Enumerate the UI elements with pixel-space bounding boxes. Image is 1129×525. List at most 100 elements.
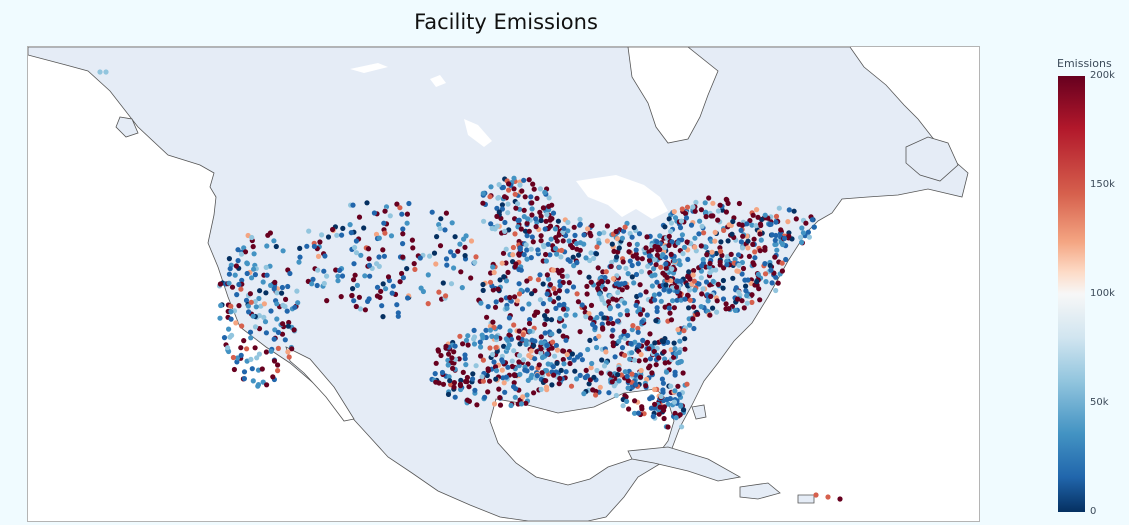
facility-point[interactable] xyxy=(518,226,524,232)
facility-point[interactable] xyxy=(264,382,270,388)
facility-point[interactable] xyxy=(538,334,544,340)
facility-point[interactable] xyxy=(495,286,501,292)
facility-point[interactable] xyxy=(811,224,817,230)
facility-point[interactable] xyxy=(487,378,493,384)
facility-point[interactable] xyxy=(610,296,616,302)
facility-point[interactable] xyxy=(663,261,669,267)
facility-point[interactable] xyxy=(772,241,778,248)
facility-point[interactable] xyxy=(241,245,247,251)
facility-point[interactable] xyxy=(566,238,572,244)
facility-point[interactable] xyxy=(366,262,372,268)
facility-point[interactable] xyxy=(537,209,543,215)
facility-point[interactable] xyxy=(699,291,705,297)
facility-point[interactable] xyxy=(274,290,280,296)
facility-point[interactable] xyxy=(661,349,667,355)
facility-point[interactable] xyxy=(660,389,666,395)
facility-point[interactable] xyxy=(404,220,410,226)
facility-point[interactable] xyxy=(356,294,362,300)
facility-point[interactable] xyxy=(639,256,645,262)
facility-point[interactable] xyxy=(805,229,812,235)
facility-point[interactable] xyxy=(714,298,720,304)
facility-point[interactable] xyxy=(473,254,479,260)
facility-point[interactable] xyxy=(671,399,678,405)
facility-point[interactable] xyxy=(500,250,507,256)
facility-point[interactable] xyxy=(543,258,550,264)
facility-point[interactable] xyxy=(379,303,385,309)
facility-point[interactable] xyxy=(548,236,554,242)
facility-point[interactable] xyxy=(483,327,489,333)
facility-point[interactable] xyxy=(678,278,684,284)
facility-point[interactable] xyxy=(635,329,641,335)
facility-point[interactable] xyxy=(427,253,433,259)
facility-point[interactable] xyxy=(485,389,491,395)
facility-point[interactable] xyxy=(561,361,567,367)
facility-point[interactable] xyxy=(627,356,633,362)
facility-point[interactable] xyxy=(521,214,527,220)
facility-point[interactable] xyxy=(511,384,517,390)
facility-point[interactable] xyxy=(347,222,353,228)
facility-point[interactable] xyxy=(275,329,281,335)
facility-point[interactable] xyxy=(554,347,561,353)
facility-point[interactable] xyxy=(576,252,582,258)
facility-point[interactable] xyxy=(710,278,716,284)
facility-point[interactable] xyxy=(710,200,716,206)
facility-point[interactable] xyxy=(522,194,528,200)
facility-point[interactable] xyxy=(459,285,465,291)
facility-point[interactable] xyxy=(551,372,557,378)
facility-point[interactable] xyxy=(635,410,642,416)
facility-point[interactable] xyxy=(769,280,775,286)
facility-point[interactable] xyxy=(466,384,472,390)
facility-point[interactable] xyxy=(736,289,742,295)
facility-point[interactable] xyxy=(400,275,406,281)
facility-point[interactable] xyxy=(556,288,563,294)
facility-point[interactable] xyxy=(242,249,249,255)
facility-point[interactable] xyxy=(448,249,454,255)
facility-point[interactable] xyxy=(594,344,600,351)
facility-point[interactable] xyxy=(395,313,401,319)
facility-point[interactable] xyxy=(465,333,471,339)
facility-point[interactable] xyxy=(726,222,732,228)
facility-point[interactable] xyxy=(511,322,517,328)
facility-point[interactable] xyxy=(367,273,373,279)
facility-point[interactable] xyxy=(799,239,805,245)
facility-point[interactable] xyxy=(633,247,639,253)
facility-point[interactable] xyxy=(741,305,747,311)
facility-point[interactable] xyxy=(228,309,234,315)
facility-point[interactable] xyxy=(629,262,635,269)
facility-point[interactable] xyxy=(670,298,676,304)
facility-point[interactable] xyxy=(545,241,551,247)
facility-point[interactable] xyxy=(496,182,502,188)
facility-point[interactable] xyxy=(521,177,527,183)
facility-point[interactable] xyxy=(533,216,539,222)
facility-point[interactable] xyxy=(587,257,593,264)
facility-point[interactable] xyxy=(577,240,584,246)
facility-point[interactable] xyxy=(256,313,262,319)
facility-point[interactable] xyxy=(390,283,396,289)
facility-point[interactable] xyxy=(703,214,709,220)
facility-point[interactable] xyxy=(529,365,535,371)
facility-point[interactable] xyxy=(662,360,668,366)
facility-point[interactable] xyxy=(493,299,499,305)
facility-point[interactable] xyxy=(577,269,583,275)
facility-point[interactable] xyxy=(535,247,541,253)
facility-point[interactable] xyxy=(489,333,495,339)
facility-point[interactable] xyxy=(482,394,488,400)
facility-point[interactable] xyxy=(639,319,645,325)
facility-point[interactable] xyxy=(604,238,611,244)
facility-point[interactable] xyxy=(554,251,560,257)
facility-point[interactable] xyxy=(542,330,548,336)
facility-point[interactable] xyxy=(571,357,577,363)
facility-point[interactable] xyxy=(524,287,530,293)
facility-point[interactable] xyxy=(516,328,522,334)
facility-point[interactable] xyxy=(449,220,455,226)
facility-point[interactable] xyxy=(243,297,250,303)
facility-point[interactable] xyxy=(511,175,517,181)
facility-point[interactable] xyxy=(463,378,469,385)
facility-point[interactable] xyxy=(575,299,582,305)
facility-point[interactable] xyxy=(447,378,453,384)
facility-point[interactable] xyxy=(538,233,544,239)
facility-point[interactable] xyxy=(570,284,577,290)
facility-point[interactable] xyxy=(251,266,257,272)
map-svg[interactable] xyxy=(28,47,979,521)
facility-point[interactable] xyxy=(357,306,363,312)
